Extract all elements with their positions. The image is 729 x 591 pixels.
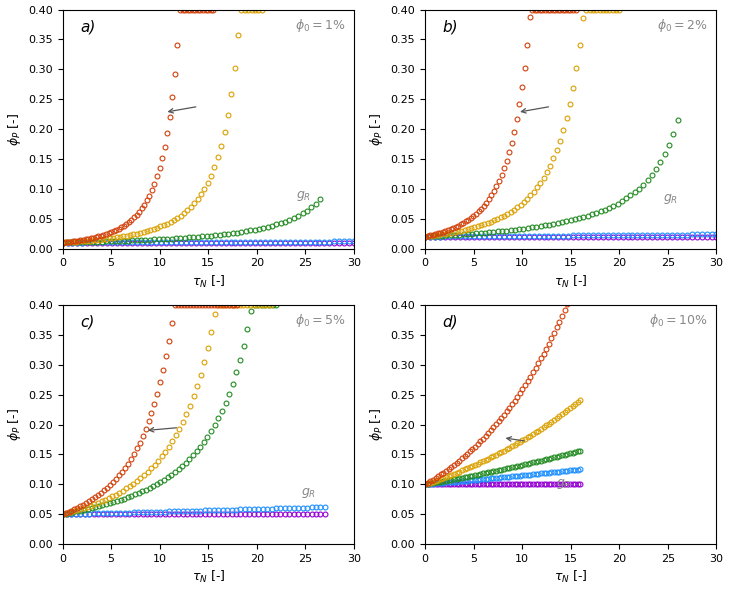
Text: $\phi_0 = 10\%$: $\phi_0 = 10\%$ <box>649 312 708 329</box>
X-axis label: $\tau_N$ [-]: $\tau_N$ [-] <box>554 274 588 290</box>
Text: c): c) <box>80 314 95 330</box>
Y-axis label: $\phi_P$ [-]: $\phi_P$ [-] <box>368 408 385 441</box>
Y-axis label: $\phi_P$ [-]: $\phi_P$ [-] <box>6 408 23 441</box>
Text: $g_R$: $g_R$ <box>300 486 316 500</box>
Y-axis label: $\phi_P$ [-]: $\phi_P$ [-] <box>368 112 385 145</box>
Text: a): a) <box>80 19 95 34</box>
Text: $\phi_0 = 2\%$: $\phi_0 = 2\%$ <box>657 17 708 34</box>
X-axis label: $\tau_N$ [-]: $\tau_N$ [-] <box>192 569 225 586</box>
Text: b): b) <box>443 19 458 34</box>
Text: $g_R$: $g_R$ <box>556 477 572 491</box>
Text: $g_R$: $g_R$ <box>296 189 311 203</box>
Text: d): d) <box>443 314 458 330</box>
Text: $\phi_0 = 5\%$: $\phi_0 = 5\%$ <box>295 312 346 329</box>
X-axis label: $\tau_N$ [-]: $\tau_N$ [-] <box>192 274 225 290</box>
Text: $g_R$: $g_R$ <box>663 191 678 206</box>
X-axis label: $\tau_N$ [-]: $\tau_N$ [-] <box>554 569 588 586</box>
Y-axis label: $\phi_P$ [-]: $\phi_P$ [-] <box>6 112 23 145</box>
Text: $\phi_0 = 1\%$: $\phi_0 = 1\%$ <box>295 17 346 34</box>
